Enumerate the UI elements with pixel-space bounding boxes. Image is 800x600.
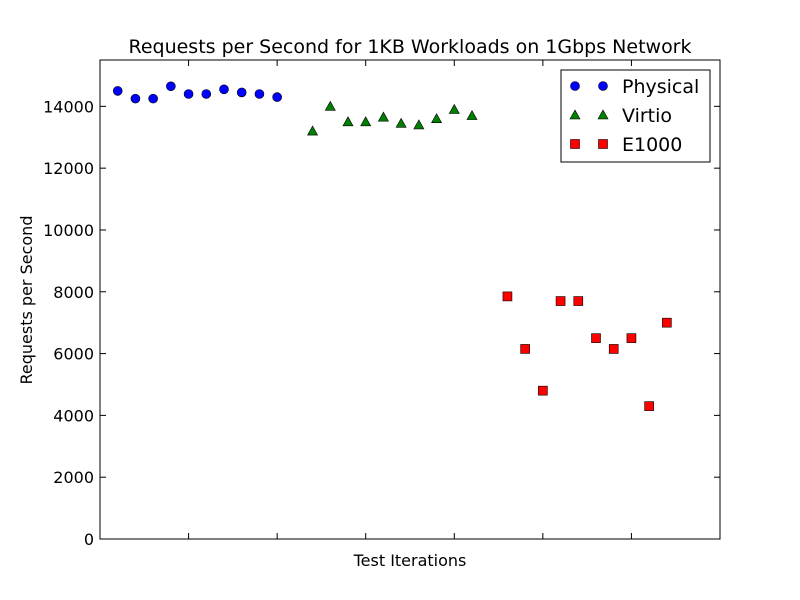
data-point-virtio [448, 103, 460, 114]
data-point-virtio [466, 110, 478, 120]
series-physical [112, 81, 282, 104]
data-point-virtio [413, 119, 425, 130]
series-e1000 [502, 291, 672, 411]
data-point-virtio [360, 116, 372, 127]
y-tick-label: 14000 [43, 97, 94, 116]
legend-marker-virtio [597, 109, 609, 120]
y-tick-label: 8000 [53, 283, 94, 302]
data-point-physical [219, 84, 229, 95]
series-virtio [307, 100, 478, 136]
legend-marker-physical [570, 81, 580, 91]
data-point-virtio [324, 100, 336, 111]
y-tick-label: 4000 [53, 406, 94, 425]
data-point-physical [236, 87, 247, 98]
data-point-e1000 [538, 385, 548, 396]
legend-label-physical: Physical [622, 76, 699, 98]
data-point-virtio [342, 116, 354, 127]
data-point-e1000 [626, 333, 637, 343]
chart-title: Requests per Second for 1KB Workloads on… [128, 36, 691, 58]
legend-marker-virtio [569, 109, 581, 120]
data-point-physical [183, 89, 194, 99]
data-point-physical [130, 93, 141, 104]
x-axis-label: Test Iterations [353, 551, 467, 570]
y-tick-label: 2000 [53, 468, 94, 487]
data-point-e1000 [644, 401, 654, 411]
data-point-virtio [377, 111, 389, 122]
data-point-virtio [395, 117, 407, 128]
data-point-e1000 [520, 344, 530, 354]
data-point-e1000 [555, 296, 566, 306]
plot-area: 0 2000 4000 6000 8000 10000 12000 14000 [43, 59, 721, 549]
data-point-physical [148, 93, 158, 104]
data-point-e1000 [573, 296, 584, 306]
legend-label-e1000: E1000 [622, 134, 682, 156]
legend-marker-e1000 [598, 139, 608, 149]
data-point-physical [112, 86, 123, 96]
legend-label-virtio: Virtio [622, 105, 672, 127]
data-point-physical [166, 81, 176, 92]
data-point-virtio [431, 113, 443, 124]
y-tick-label: 10000 [43, 221, 94, 240]
data-point-e1000 [662, 317, 672, 328]
legend-marker-physical [598, 81, 608, 91]
data-point-virtio [307, 125, 319, 136]
y-tick-label: 0 [84, 530, 94, 549]
legend: Physical Virtio E1000 [560, 69, 711, 163]
data-point-e1000 [591, 333, 601, 343]
y-axis-label: Requests per Second [17, 216, 36, 385]
data-point-physical [272, 92, 282, 102]
y-tick-label: 12000 [43, 159, 94, 178]
data-point-e1000 [502, 291, 513, 302]
data-point-e1000 [608, 344, 619, 354]
y-tick-label: 6000 [53, 345, 94, 364]
data-point-physical [201, 89, 212, 99]
legend-box [560, 69, 711, 163]
plot-frame [99, 59, 721, 540]
data-point-physical [254, 89, 265, 99]
legend-marker-e1000 [570, 139, 580, 149]
